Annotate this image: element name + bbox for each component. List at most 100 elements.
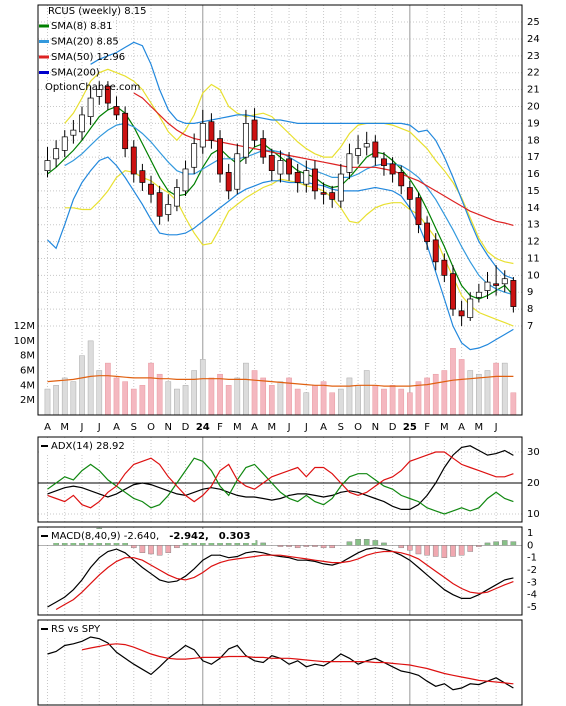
panel (38, 5, 522, 415)
candle-body (329, 192, 336, 200)
volume-bar (139, 385, 146, 416)
candle-body (303, 170, 310, 185)
volume-average (47, 375, 514, 387)
legend-bg (39, 439, 130, 453)
histogram-bar (441, 545, 448, 558)
histogram-bar (450, 545, 456, 557)
volume-bar (191, 370, 197, 416)
y-tick-label: 23 (527, 51, 540, 62)
legend-label: 0.303 (219, 531, 251, 542)
x-tick-label: M (60, 422, 69, 433)
candle-body (337, 173, 344, 202)
indicator-line (47, 457, 514, 515)
indicator-line (47, 547, 514, 608)
y-tick-label: 0 (527, 540, 533, 551)
x-tick-label: F (217, 422, 223, 433)
histogram-bar (424, 545, 430, 556)
x-tick-label: J (287, 422, 291, 433)
volume-bar (493, 362, 499, 416)
volume-bar (458, 359, 465, 416)
volume-tick-label: 12M (14, 321, 35, 332)
volume-bar (303, 392, 310, 416)
volume-bar (398, 388, 405, 416)
candle-body (242, 123, 249, 158)
candle-body (165, 204, 172, 215)
histogram-bar (467, 545, 474, 552)
legend-label: MACD(8,40,9) -2.640, (51, 531, 159, 542)
y-tick-label: 22 (527, 68, 540, 79)
y-tick-label: 9 (527, 287, 533, 298)
x-tick-label: S (338, 422, 344, 433)
volume-bar (381, 388, 387, 416)
histogram-bar (165, 545, 172, 553)
candle-body (96, 89, 103, 97)
candle-body (122, 112, 129, 150)
y-tick-label: 25 (527, 17, 540, 28)
y-tick-label: 24 (527, 34, 540, 45)
volume-bar (122, 381, 128, 416)
candle-body (208, 121, 215, 141)
x-tick-label: A (458, 422, 465, 433)
histogram-bar (372, 540, 379, 546)
y-tick-label: 7 (527, 321, 533, 332)
candle-body (475, 291, 482, 298)
legend-label: SMA(200) (51, 68, 100, 79)
legend-label: RS vs SPY (51, 624, 101, 635)
volume-bar (225, 385, 232, 416)
candle-body (312, 168, 318, 192)
volume-tick-label: 8M (20, 351, 35, 362)
volume-bar (174, 388, 180, 416)
legend-label: SMA(50) 12.96 (51, 52, 125, 63)
source-label: OptionChance.com (45, 82, 140, 93)
volume-bar (61, 377, 68, 416)
panel-frame (37, 4, 523, 416)
x-tick-label: A (44, 422, 51, 433)
band (90, 41, 514, 280)
candle-body (53, 148, 60, 160)
x-tick-label: M (475, 422, 484, 433)
histogram-bar (234, 542, 241, 546)
y-tick-label: -4 (527, 590, 537, 601)
histogram-bar (510, 541, 517, 546)
candle-body (467, 298, 474, 318)
x-tick-label: A (113, 422, 120, 433)
x-tick-label: O (354, 422, 362, 433)
histogram-bar (130, 545, 137, 549)
panel-frame (37, 436, 523, 523)
y-tick-label: -3 (527, 577, 537, 588)
volume-bar (510, 392, 517, 416)
x-tick-label: D (389, 422, 397, 433)
volume-bar (130, 388, 137, 416)
band (64, 68, 514, 265)
legend-label: ADX(14) 28.92 (51, 441, 125, 452)
candle-body (199, 123, 206, 148)
candle-body (286, 158, 292, 175)
histogram-bar (493, 541, 499, 546)
volume-bar (294, 388, 301, 416)
volume-bar (251, 370, 258, 416)
candle-body (113, 106, 120, 116)
volume-bar (182, 385, 189, 416)
indicator-line (81, 643, 514, 685)
y-tick-label: 16 (527, 169, 540, 180)
histogram-bar (329, 545, 335, 549)
candle-body (225, 171, 232, 192)
histogram-bar (381, 542, 387, 546)
candle-body (493, 283, 500, 286)
y-tick-label: 11 (527, 253, 540, 264)
histogram-bar (398, 545, 405, 549)
candle-body (61, 136, 68, 151)
chart-title: RCUS (weekly) 8.15 (48, 6, 147, 17)
volume-bar (113, 377, 120, 416)
histogram-bar (225, 542, 232, 546)
histogram-bar (320, 545, 327, 549)
candle-body (432, 239, 439, 263)
volume-bar (79, 355, 85, 416)
volume-bar (346, 377, 353, 416)
legend-label: SMA(8) 8.81 (51, 21, 112, 32)
volume-bar (199, 359, 206, 416)
candle-body (501, 278, 508, 285)
x-tick-label: J (80, 422, 84, 433)
indicator-line (47, 451, 514, 509)
candle-body (294, 171, 301, 183)
